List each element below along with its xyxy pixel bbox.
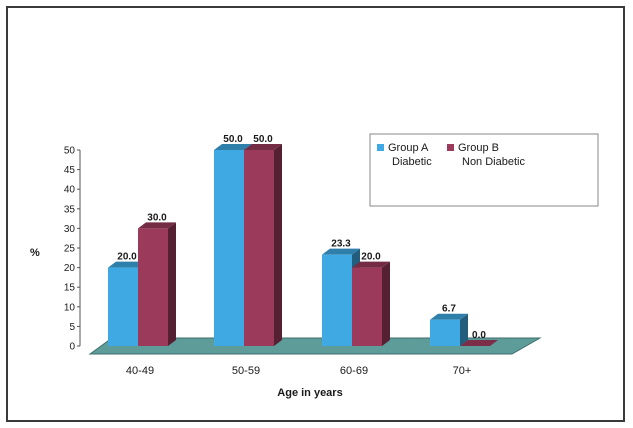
data-label-series-0-cat-3: 6.7 [442, 304, 456, 315]
x-axis-label: Age in years [277, 387, 342, 399]
bar-chart: 0 5 10 15 20 25 30 35 40 45 50 20.0 30.0 50.0 50.0 23.… [8, 8, 623, 420]
data-label-series-1-cat-1: 50.0 [253, 134, 273, 145]
bar-front-face [214, 150, 244, 346]
y-axis-label: % [30, 247, 40, 259]
y-tick-label: 5 [69, 322, 75, 333]
y-tick-label: 25 [64, 244, 76, 255]
data-label-series-1-cat-3: 0.0 [472, 330, 486, 341]
bar-series-1-cat-0 [138, 222, 176, 346]
data-label-series-1-cat-2: 20.0 [361, 252, 381, 263]
chart-frame: 0 5 10 15 20 25 30 35 40 45 50 20.0 30.0 50.0 50.0 23.… [6, 6, 625, 422]
y-tick-label: 40 [64, 185, 76, 196]
data-label-series-0-cat-2: 23.3 [331, 239, 351, 250]
bar-series-1-cat-1 [244, 144, 282, 346]
data-label-series-0-cat-1: 50.0 [223, 134, 243, 145]
bar-front-face [322, 255, 352, 346]
bar-side-face [168, 222, 176, 346]
y-tick-label: 30 [64, 224, 76, 235]
title-area [58, 60, 488, 98]
legend-label-group-a-line1: Group A [388, 142, 429, 154]
y-tick-label: 45 [64, 165, 76, 176]
y-tick-label: 10 [64, 302, 76, 313]
category-labels: 40-49 50-59 60-69 70+ [126, 365, 471, 377]
legend: Group A Diabetic Group B Non Diabetic [370, 134, 598, 206]
category-label: 70+ [453, 365, 472, 377]
bar-front-face [430, 320, 460, 346]
data-label-series-1-cat-0: 30.0 [147, 212, 167, 223]
bar-series-1-cat-2 [352, 262, 390, 346]
y-tick-label: 15 [64, 283, 76, 294]
bar-front-face [352, 268, 382, 346]
bar-series-0-cat-3 [430, 314, 468, 346]
category-label: 40-49 [126, 365, 154, 377]
bar-front-face [244, 150, 274, 346]
value-axis: 0 5 10 15 20 25 30 35 40 45 50 [64, 146, 80, 353]
bar-side-face [382, 262, 390, 346]
y-tick-label: 35 [64, 204, 76, 215]
y-tick-label: 50 [64, 146, 76, 157]
legend-swatch-group-a [377, 144, 384, 151]
y-tick-label: 20 [64, 263, 76, 274]
data-label-series-0-cat-0: 20.0 [117, 252, 137, 263]
bar-front-face [138, 228, 168, 346]
category-label: 50-59 [232, 365, 260, 377]
bar-front-face [108, 268, 138, 346]
category-label: 60-69 [340, 365, 368, 377]
legend-label-group-a-line2: Diabetic [392, 156, 432, 168]
legend-label-group-b-line2: Non Diabetic [462, 156, 525, 168]
legend-swatch-group-b [447, 144, 454, 151]
y-tick-label: 0 [69, 342, 75, 353]
bar-side-face [274, 144, 282, 346]
legend-label-group-b-line1: Group B [458, 142, 499, 154]
